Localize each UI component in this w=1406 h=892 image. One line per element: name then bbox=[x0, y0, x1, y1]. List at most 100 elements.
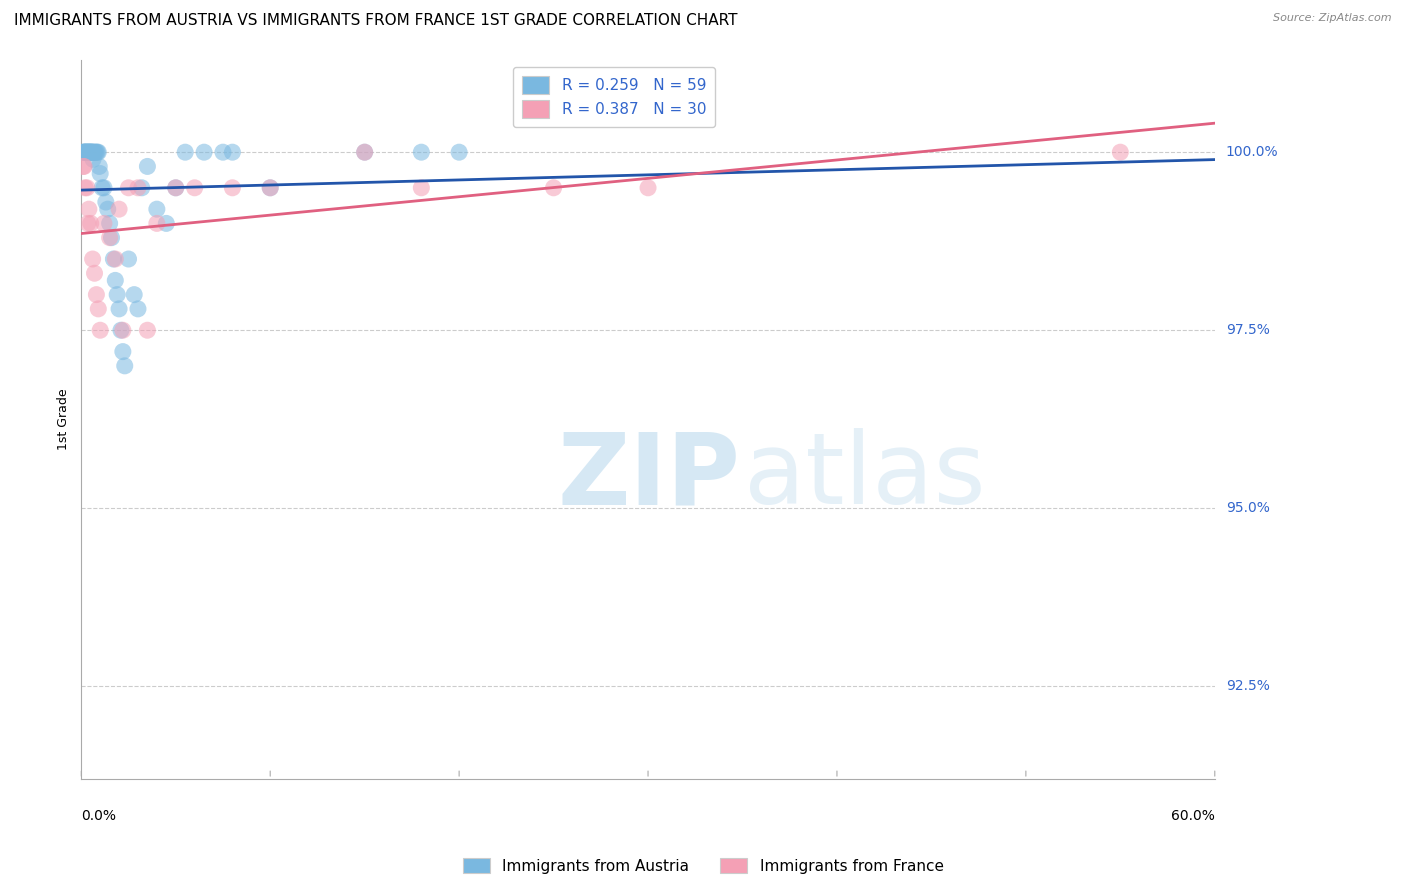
Text: 97.5%: 97.5% bbox=[1226, 323, 1270, 337]
Point bbox=[114, 359, 136, 373]
Point bbox=[80, 145, 103, 160]
Point bbox=[221, 181, 243, 195]
Text: IMMIGRANTS FROM AUSTRIA VS IMMIGRANTS FROM FRANCE 1ST GRADE CORRELATION CHART: IMMIGRANTS FROM AUSTRIA VS IMMIGRANTS FR… bbox=[14, 13, 738, 29]
Point bbox=[136, 160, 159, 174]
Point bbox=[146, 202, 169, 216]
Point bbox=[89, 323, 111, 337]
Point bbox=[146, 216, 169, 230]
Text: 100.0%: 100.0% bbox=[1226, 145, 1278, 159]
Point bbox=[108, 202, 131, 216]
Point bbox=[100, 230, 122, 244]
Point bbox=[411, 181, 433, 195]
Text: atlas: atlas bbox=[744, 428, 986, 525]
Point bbox=[73, 145, 96, 160]
Point bbox=[73, 160, 96, 174]
Point bbox=[183, 181, 205, 195]
Point bbox=[105, 287, 128, 301]
Point bbox=[122, 287, 145, 301]
Text: Source: ZipAtlas.com: Source: ZipAtlas.com bbox=[1274, 13, 1392, 23]
Point bbox=[104, 252, 127, 266]
Point bbox=[212, 145, 235, 160]
Point bbox=[127, 181, 149, 195]
Point bbox=[72, 160, 94, 174]
Point bbox=[77, 202, 100, 216]
Point bbox=[131, 181, 153, 195]
Point bbox=[91, 181, 114, 195]
Point bbox=[543, 181, 565, 195]
Point bbox=[127, 301, 149, 316]
Point bbox=[80, 145, 103, 160]
Point bbox=[86, 145, 108, 160]
Point bbox=[97, 202, 120, 216]
Point bbox=[86, 145, 108, 160]
Point bbox=[117, 252, 139, 266]
Point bbox=[111, 344, 134, 359]
Point bbox=[83, 145, 105, 160]
Point bbox=[136, 323, 159, 337]
Point bbox=[411, 145, 433, 160]
Point bbox=[79, 145, 101, 160]
Point bbox=[94, 195, 117, 210]
Point bbox=[110, 323, 132, 337]
Point bbox=[87, 145, 110, 160]
Point bbox=[104, 273, 127, 287]
Point bbox=[259, 181, 281, 195]
Point bbox=[353, 145, 375, 160]
Point bbox=[77, 216, 100, 230]
Point bbox=[76, 181, 98, 195]
Point bbox=[98, 230, 121, 244]
Text: 95.0%: 95.0% bbox=[1226, 501, 1270, 516]
Point bbox=[73, 145, 96, 160]
Point bbox=[259, 181, 281, 195]
Point bbox=[75, 145, 97, 160]
Point bbox=[77, 145, 100, 160]
Point bbox=[75, 181, 97, 195]
Point bbox=[75, 145, 97, 160]
Point bbox=[84, 145, 107, 160]
Point bbox=[89, 160, 111, 174]
Point bbox=[449, 145, 471, 160]
Point bbox=[80, 216, 103, 230]
Point bbox=[76, 145, 98, 160]
Point bbox=[93, 216, 115, 230]
Point bbox=[155, 216, 177, 230]
Point bbox=[108, 301, 131, 316]
Legend: R = 0.259   N = 59, R = 0.387   N = 30: R = 0.259 N = 59, R = 0.387 N = 30 bbox=[513, 67, 716, 127]
Point bbox=[76, 145, 98, 160]
Point bbox=[165, 181, 187, 195]
Text: 0.0%: 0.0% bbox=[82, 809, 117, 823]
Point bbox=[77, 145, 100, 160]
Point bbox=[79, 145, 101, 160]
Point bbox=[82, 145, 104, 160]
Point bbox=[89, 167, 111, 181]
Point bbox=[82, 145, 104, 160]
Point bbox=[86, 287, 108, 301]
Text: ZIP: ZIP bbox=[557, 428, 740, 525]
Point bbox=[82, 252, 104, 266]
Point bbox=[221, 145, 243, 160]
Point bbox=[98, 216, 121, 230]
Point bbox=[87, 301, 110, 316]
Point bbox=[111, 323, 134, 337]
Point bbox=[80, 145, 103, 160]
Point bbox=[83, 266, 105, 280]
Point bbox=[103, 252, 125, 266]
Text: 60.0%: 60.0% bbox=[1171, 809, 1215, 823]
Point bbox=[72, 145, 94, 160]
Point bbox=[83, 145, 105, 160]
Point bbox=[76, 145, 98, 160]
Point bbox=[77, 145, 100, 160]
Point bbox=[1109, 145, 1132, 160]
Y-axis label: 1st Grade: 1st Grade bbox=[58, 388, 70, 450]
Point bbox=[72, 145, 94, 160]
Point bbox=[174, 145, 197, 160]
Text: 92.5%: 92.5% bbox=[1226, 680, 1270, 693]
Point bbox=[77, 145, 100, 160]
Point bbox=[75, 145, 97, 160]
Point bbox=[637, 181, 659, 195]
Legend: Immigrants from Austria, Immigrants from France: Immigrants from Austria, Immigrants from… bbox=[457, 852, 949, 880]
Point bbox=[165, 181, 187, 195]
Point bbox=[193, 145, 215, 160]
Point bbox=[82, 153, 104, 167]
Point bbox=[353, 145, 375, 160]
